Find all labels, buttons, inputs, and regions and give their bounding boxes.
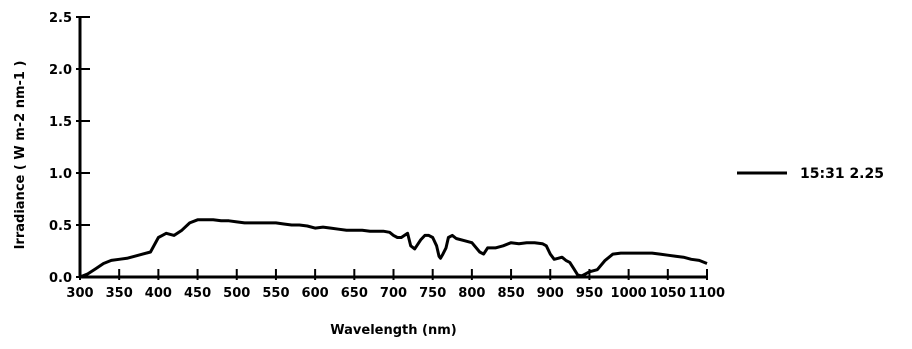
x-tick-label: 800 [458, 286, 485, 301]
x-tick-label: 900 [537, 286, 564, 301]
x-tick-label: 650 [341, 286, 368, 301]
x-axis-ticks: 300 350 400 450 500 550 600 650 700 750 800 850 900 9… [66, 269, 725, 301]
y-tick-label: 1.5 [49, 115, 72, 130]
plot-frame [78, 17, 707, 279]
x-tick-label: 600 [302, 286, 329, 301]
x-tick-label: 400 [145, 286, 172, 301]
x-axis-title: Wavelength (nm) [330, 323, 456, 338]
y-tick-label: 0.0 [49, 271, 72, 286]
legend: 15:31 2.25 [737, 166, 884, 182]
x-tick-label: 350 [106, 286, 133, 301]
series-line [79, 218, 708, 279]
y-tick-label: 2.5 [49, 11, 72, 26]
x-tick-label: 850 [497, 286, 524, 301]
x-tick-label: 450 [184, 286, 211, 301]
legend-label: 15:31 2.25 [800, 166, 884, 182]
x-tick-label: 950 [576, 286, 603, 301]
series-layer [79, 218, 708, 279]
y-tick-label: 1.0 [49, 167, 72, 182]
x-tick-label: 300 [66, 286, 93, 301]
x-tick-label: 1100 [689, 286, 725, 301]
y-tick-label: 2.0 [49, 63, 72, 78]
x-tick-label: 500 [223, 286, 250, 301]
x-tick-label: 750 [419, 286, 446, 301]
x-tick-label: 700 [380, 286, 407, 301]
y-axis-ticks: 0.0 0.5 1.0 1.5 2.0 2.5 [49, 11, 90, 286]
x-tick-label: 550 [262, 286, 289, 301]
x-tick-label: 1000 [611, 286, 647, 301]
x-tick-label: 1050 [650, 286, 686, 301]
y-axis-title: Irradiance ( W m-2 nm-1 ) [13, 61, 28, 250]
y-tick-label: 0.5 [49, 219, 72, 234]
